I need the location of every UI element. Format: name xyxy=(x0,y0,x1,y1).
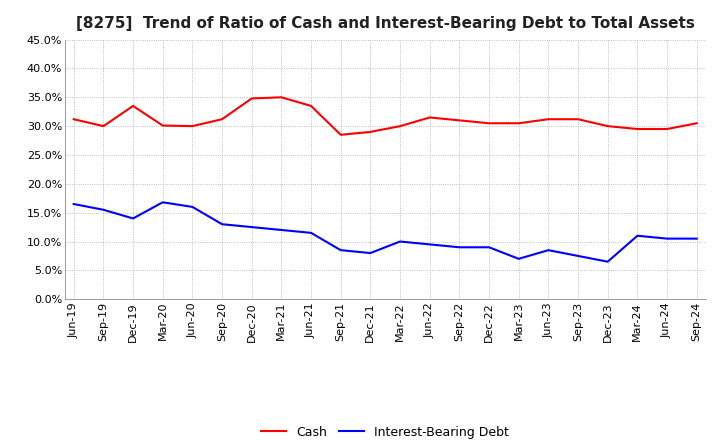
Cash xyxy=(129,103,138,109)
Cash xyxy=(217,117,226,122)
Interest-Bearing Debt xyxy=(217,222,226,227)
Cash xyxy=(277,95,286,100)
Cash xyxy=(248,96,256,101)
Interest-Bearing Debt xyxy=(544,248,553,253)
Cash xyxy=(188,124,197,129)
Interest-Bearing Debt xyxy=(336,248,345,253)
Cash xyxy=(544,117,553,122)
Cash xyxy=(307,103,315,109)
Interest-Bearing Debt xyxy=(248,224,256,230)
Interest-Bearing Debt xyxy=(366,250,374,256)
Cash xyxy=(455,118,464,123)
Cash xyxy=(693,121,701,126)
Interest-Bearing Debt xyxy=(396,239,405,244)
Interest-Bearing Debt xyxy=(455,245,464,250)
Interest-Bearing Debt xyxy=(662,236,671,241)
Interest-Bearing Debt xyxy=(693,236,701,241)
Interest-Bearing Debt xyxy=(277,227,286,233)
Interest-Bearing Debt xyxy=(99,207,108,213)
Interest-Bearing Debt xyxy=(188,204,197,209)
Cash xyxy=(574,117,582,122)
Cash xyxy=(396,124,405,129)
Interest-Bearing Debt xyxy=(485,245,493,250)
Interest-Bearing Debt xyxy=(307,230,315,235)
Legend: Cash, Interest-Bearing Debt: Cash, Interest-Bearing Debt xyxy=(256,421,514,440)
Cash xyxy=(514,121,523,126)
Cash xyxy=(69,117,78,122)
Cash xyxy=(662,126,671,132)
Cash xyxy=(99,124,108,129)
Interest-Bearing Debt xyxy=(69,202,78,207)
Interest-Bearing Debt xyxy=(158,200,167,205)
Cash xyxy=(366,129,374,135)
Cash xyxy=(485,121,493,126)
Interest-Bearing Debt xyxy=(603,259,612,264)
Title: [8275]  Trend of Ratio of Cash and Interest-Bearing Debt to Total Assets: [8275] Trend of Ratio of Cash and Intere… xyxy=(76,16,695,32)
Cash xyxy=(426,115,434,120)
Interest-Bearing Debt xyxy=(514,256,523,261)
Cash xyxy=(603,124,612,129)
Cash xyxy=(633,126,642,132)
Interest-Bearing Debt xyxy=(129,216,138,221)
Interest-Bearing Debt xyxy=(633,233,642,238)
Cash xyxy=(158,123,167,128)
Line: Cash: Cash xyxy=(73,97,697,135)
Cash xyxy=(336,132,345,137)
Line: Interest-Bearing Debt: Interest-Bearing Debt xyxy=(73,202,697,262)
Interest-Bearing Debt xyxy=(574,253,582,259)
Interest-Bearing Debt xyxy=(426,242,434,247)
